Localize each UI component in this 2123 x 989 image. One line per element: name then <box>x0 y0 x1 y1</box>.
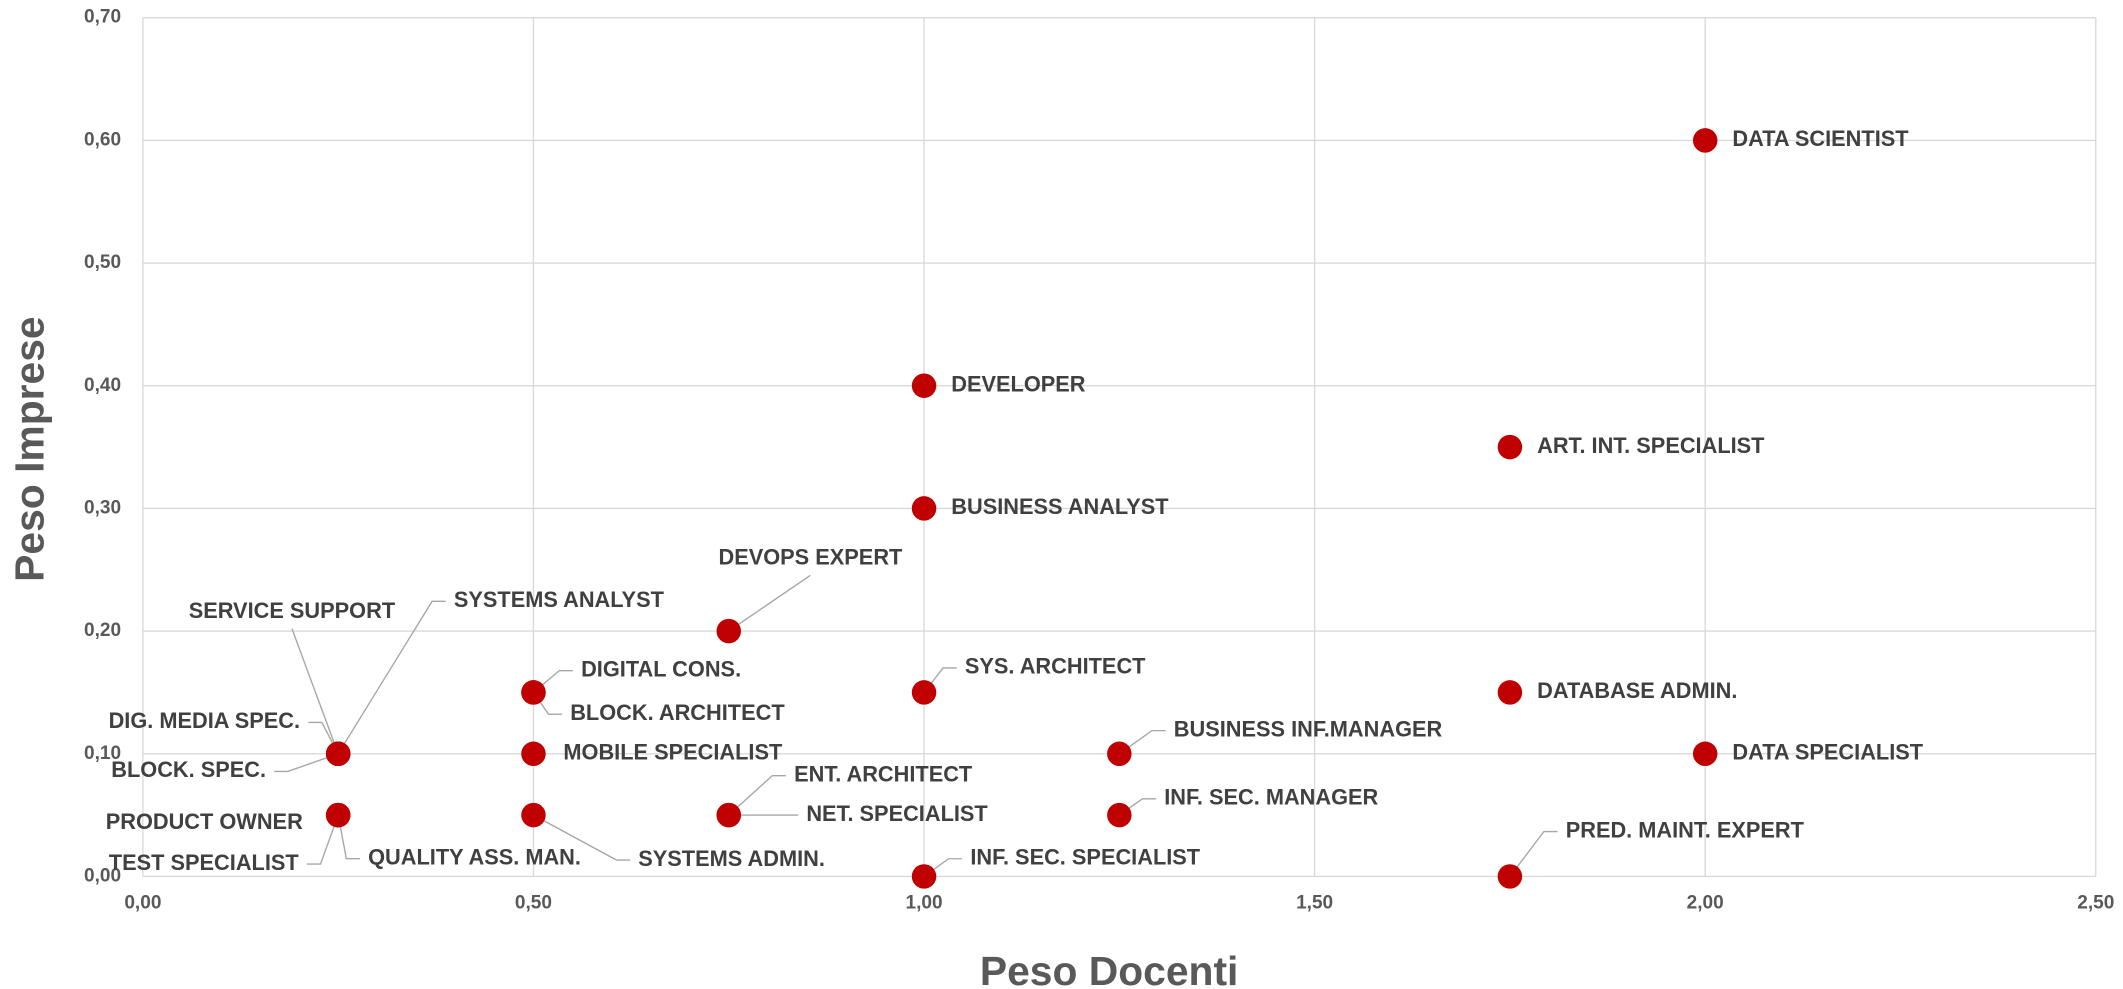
y-tick-label: 0,50 <box>84 252 121 273</box>
point-label: DIG. MEDIA SPEC. <box>109 708 300 733</box>
point-label: BUSINESS ANALYST <box>951 494 1169 519</box>
leader-line <box>337 600 446 755</box>
point-label: DATA SCIENTIST <box>1732 126 1909 151</box>
point <box>1107 802 1132 828</box>
leader-line <box>728 574 811 632</box>
point-label: BUSINESS INF.MANAGER <box>1174 716 1443 741</box>
point <box>1497 434 1523 460</box>
y-tick-label: 0,60 <box>84 129 121 150</box>
leader-line <box>1509 830 1558 877</box>
point <box>325 741 351 767</box>
point <box>716 802 742 828</box>
leader-line <box>306 814 339 865</box>
x-tick-label: 2,00 <box>1687 893 1724 914</box>
leader-line <box>337 814 360 860</box>
point <box>911 496 937 521</box>
point <box>325 802 351 828</box>
y-tick-label: 0,20 <box>84 620 121 641</box>
point-label: SYSTEMS ANALYST <box>454 587 665 612</box>
point-label: NET. SPECIALIST <box>806 801 988 826</box>
point-label: SERVICE SUPPORT <box>189 598 396 623</box>
point-label: SYS. ARCHITECT <box>965 654 1146 679</box>
x-tick-label: 0,50 <box>515 893 552 914</box>
leader-line <box>1118 729 1166 755</box>
point-label: BLOCK. ARCHITECT <box>570 700 785 725</box>
leader-line <box>274 753 339 773</box>
y-tick-label: 0,40 <box>84 375 121 396</box>
x-tick-label: 2,50 <box>2077 893 2114 914</box>
point <box>1107 741 1132 767</box>
point <box>1692 741 1718 767</box>
point <box>521 802 546 828</box>
point-label: BLOCK. SPEC. <box>111 757 266 782</box>
point-label: DIGITAL CONS. <box>581 656 741 681</box>
leader-line <box>533 814 631 861</box>
point <box>1497 864 1523 889</box>
point-label: INF. SEC. MANAGER <box>1164 785 1378 810</box>
point-label: DATA SPECIALIST <box>1732 740 1923 765</box>
point-label: DEVOPS EXPERT <box>718 545 903 570</box>
point-label: ENT. ARCHITECT <box>794 761 973 786</box>
y-axis-title: Peso Imprese <box>6 316 52 581</box>
leader-line <box>728 774 786 816</box>
point <box>1497 680 1523 705</box>
y-tick-label: 0,70 <box>84 7 121 28</box>
x-tick-label: 1,00 <box>906 893 943 914</box>
point <box>1692 128 1718 153</box>
y-tick-label: 0,10 <box>84 743 121 764</box>
point-label: DATABASE ADMIN. <box>1537 678 1737 703</box>
point-label: MOBILE SPECIALIST <box>563 740 783 765</box>
point-label: QUALITY ASS. MAN. <box>368 844 581 869</box>
leader-line <box>291 628 339 754</box>
point <box>911 373 937 398</box>
point <box>716 618 742 644</box>
point <box>521 741 546 767</box>
point <box>521 680 546 705</box>
x-axis-title: Peso Docenti <box>980 948 1239 989</box>
point-label: PRODUCT OWNER <box>106 809 303 834</box>
point <box>911 680 937 705</box>
point-label: PRED. MAINT. EXPERT <box>1566 817 1805 842</box>
point-label: INF. SEC. SPECIALIST <box>970 844 1200 869</box>
y-tick-label: 0,00 <box>84 865 121 886</box>
x-tick-label: 1,50 <box>1296 893 1333 914</box>
point-label: ART. INT. SPECIALIST <box>1537 433 1765 458</box>
x-tick-label: 0,00 <box>124 893 161 914</box>
y-tick-label: 0,30 <box>84 497 121 518</box>
point-label: DEVELOPER <box>951 371 1086 396</box>
point-label: TEST SPECIALIST <box>109 850 300 875</box>
point-label: SYSTEMS ADMIN. <box>638 846 825 871</box>
point <box>911 864 937 889</box>
